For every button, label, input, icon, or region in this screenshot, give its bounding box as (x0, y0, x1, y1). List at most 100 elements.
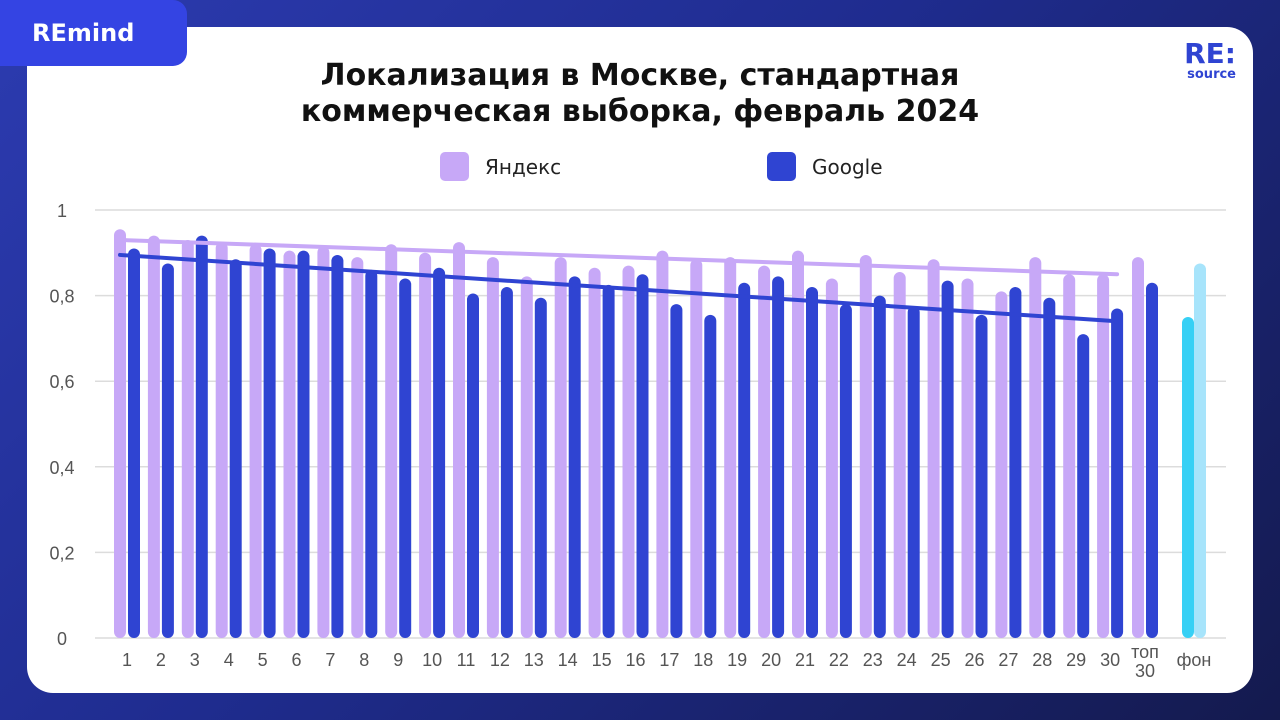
x-tick-label: 13 (524, 650, 544, 670)
title-line-2: коммерческая выборка, февраль 2024 (300, 94, 980, 129)
bar-google (399, 278, 412, 638)
logo-bottom: source (1187, 67, 1236, 82)
x-tick-label: 30 (1100, 650, 1120, 670)
bar-google (500, 287, 513, 638)
bar-yandex (486, 257, 499, 638)
bar-yandex (215, 242, 228, 638)
y-tick-label: 1 (57, 201, 67, 221)
bar-google (467, 293, 479, 638)
bar-google (636, 274, 649, 638)
bar-google (568, 276, 581, 638)
bar-yandex (1097, 274, 1110, 638)
bar-google (331, 254, 344, 638)
y-tick-label: 0,6 (49, 372, 74, 392)
bar-google (534, 297, 547, 638)
x-tick-label: 29 (1066, 650, 1086, 670)
bar-yandex (961, 278, 974, 638)
x-tick-label: 3 (190, 650, 200, 670)
bar-yandex (792, 250, 804, 638)
x-tick-label: 28 (1032, 650, 1052, 670)
bar-yandex (1132, 257, 1144, 638)
bar-yandex (995, 291, 1008, 638)
bar-google (670, 304, 683, 638)
bar-google (297, 250, 310, 638)
bar-yandex (1029, 257, 1042, 638)
legend: Яндекс Google (0, 152, 1280, 184)
bar-yandex (758, 265, 771, 638)
legend-item-google: Google (767, 152, 883, 181)
bar-yandex (893, 272, 906, 638)
x-tick-label: 1 (122, 650, 132, 670)
x-tick-label: 4 (224, 650, 234, 670)
y-tick-label: 0,8 (49, 287, 74, 307)
x-tick-label: 10 (422, 650, 442, 670)
title-line-1: Локализация в Москве, стандартная (320, 58, 960, 93)
x-tick-label: 21 (795, 650, 815, 670)
logo-top: RE: (1184, 37, 1236, 70)
bar-google (195, 235, 208, 638)
bar-yandex (656, 250, 669, 638)
x-tick-label: топ (1131, 642, 1159, 662)
bar-yandex (825, 278, 838, 638)
y-tick-label: 0 (57, 629, 67, 649)
bar-yandex (249, 244, 262, 639)
bar-google (229, 259, 242, 638)
x-tick-label: 20 (761, 650, 781, 670)
bar-google (602, 284, 615, 638)
x-tick-label: 26 (964, 650, 984, 670)
legend-swatch-yandex (440, 152, 469, 181)
bar-google (873, 295, 886, 638)
y-tick-label: 0,2 (49, 543, 74, 563)
bar-google (1146, 282, 1158, 638)
x-tick-label: 7 (325, 650, 335, 670)
x-tick-label: 9 (393, 650, 403, 670)
bar-yandex (622, 265, 635, 638)
bar-background-a (1182, 317, 1194, 638)
x-tick-label: 17 (659, 650, 679, 670)
legend-label-google: Google (812, 154, 883, 179)
x-tick-label: 23 (863, 650, 883, 670)
bar-google (128, 248, 140, 638)
bar-yandex (1063, 274, 1076, 638)
bar-google (433, 267, 446, 638)
x-tick-label: 16 (625, 650, 645, 670)
x-tick-label: 5 (258, 650, 268, 670)
bar-google (161, 263, 174, 638)
trendline-yandex (118, 237, 1120, 277)
bar-yandex (859, 254, 872, 638)
x-tick-label: 19 (727, 650, 747, 670)
bar-google (772, 276, 785, 638)
bar-google (365, 269, 378, 638)
bar-yandex (114, 229, 126, 638)
trendline-google (118, 252, 1120, 324)
x-tick-label: 22 (829, 650, 849, 670)
bar-google (1077, 334, 1090, 638)
y-tick-label: 0,4 (49, 458, 74, 478)
bar-google (907, 306, 920, 638)
bar-google (1111, 308, 1124, 638)
x-tick-label: 8 (359, 650, 369, 670)
bar-yandex (724, 257, 737, 638)
bar-yandex (927, 259, 940, 638)
brand-label: REmind (32, 19, 135, 47)
bar-yandex (453, 242, 465, 638)
bar-yandex (690, 259, 703, 638)
legend-label-yandex: Яндекс (485, 154, 562, 179)
bar-yandex (147, 235, 160, 638)
bar-google (263, 248, 276, 638)
bar-yandex (385, 244, 398, 639)
bar-yandex (520, 276, 533, 638)
bar-yandex (554, 257, 567, 638)
x-tick-label: 24 (897, 650, 917, 670)
bar-google (1009, 287, 1022, 638)
chart-title: Локализация в Москве, стандартная коммер… (0, 58, 1280, 130)
x-tick-label: 12 (490, 650, 510, 670)
bar-yandex (419, 252, 432, 639)
x-tick-label: 6 (291, 650, 301, 670)
x-tick-label: 11 (457, 650, 476, 670)
x-tick-label: фон (1177, 650, 1212, 670)
bar-yandex (181, 239, 194, 638)
bar-yandex (317, 246, 330, 638)
bar-yandex (351, 257, 364, 638)
